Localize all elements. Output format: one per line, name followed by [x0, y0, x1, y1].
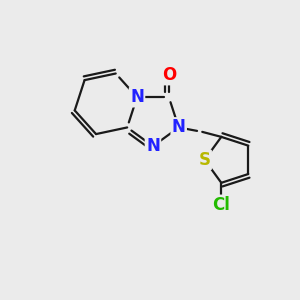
Text: N: N: [172, 118, 186, 136]
Text: N: N: [130, 88, 144, 106]
Text: S: S: [199, 151, 211, 169]
Text: N: N: [146, 137, 160, 155]
Text: O: O: [162, 66, 176, 84]
Text: Cl: Cl: [212, 196, 230, 214]
